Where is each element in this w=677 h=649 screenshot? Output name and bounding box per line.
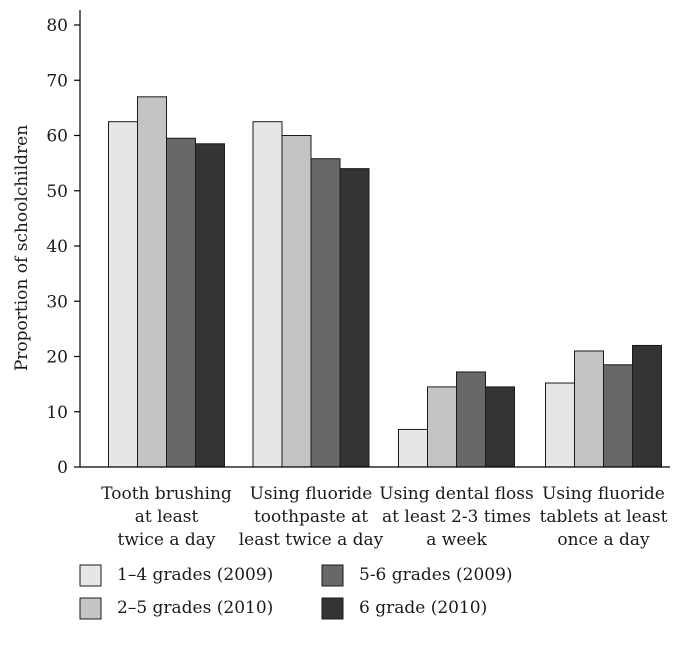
legend-entry-4: 6 grade (2010) [321, 597, 487, 620]
category-label-line: Using fluoride [250, 484, 373, 504]
legend-swatch [79, 564, 102, 587]
bar-4-cat-2 [339, 168, 370, 468]
category-labels: Tooth brushing at least twice a day Using f… [101, 484, 667, 550]
category-label-line: tablets at least [540, 507, 668, 527]
y-tick-label: 70 [46, 71, 68, 91]
y-axis-ticks: 0 10 20 30 40 50 60 70 80 [46, 16, 80, 478]
legend-swatch [79, 597, 102, 620]
bar-1-cat-1 [108, 121, 138, 468]
bar-1-cat-3 [398, 428, 428, 468]
y-tick-label: 50 [46, 182, 68, 202]
bar-1-cat-2 [252, 121, 283, 468]
bar-4-cat-4 [632, 344, 662, 468]
legend-swatch [321, 597, 344, 620]
bar-3-cat-1 [166, 137, 196, 468]
category-label-3: Using dental floss at least 2-3 times a we… [379, 484, 533, 550]
bar-2-cat-4 [574, 350, 604, 468]
y-tick-label: 80 [46, 16, 68, 36]
legend-entry-2: 2–5 grades (2010) [79, 597, 273, 620]
category-label-line: at least [135, 507, 199, 527]
bar-2-cat-2 [281, 135, 312, 468]
axes [79, 10, 670, 468]
legend-entry-1: 1–4 grades (2009) [79, 564, 273, 587]
category-label-line: at least 2-3 times [382, 507, 531, 527]
y-axis-title: Proportion of schoolchildren [12, 125, 32, 371]
legend-swatch [321, 564, 344, 587]
bar-3-cat-3 [456, 371, 486, 468]
bar-2-cat-3 [427, 386, 457, 468]
bar-3-cat-2 [310, 158, 341, 468]
y-tick-label: 10 [46, 403, 68, 423]
bar-3-cat-4 [603, 364, 633, 468]
y-tick-label: 40 [46, 237, 68, 257]
category-label-line: least twice a day [239, 530, 384, 550]
legend-label: 2–5 grades (2010) [117, 598, 273, 618]
y-tick-label: 20 [46, 348, 68, 368]
bar-1-cat-4 [545, 382, 575, 468]
category-label-line: once a day [557, 530, 650, 550]
category-label-line: Using fluoride [542, 484, 665, 504]
legend-label: 6 grade (2010) [359, 598, 487, 618]
bar-4-cat-3 [485, 386, 515, 468]
y-tick-label: 0 [57, 458, 68, 478]
category-label-line: toothpaste at [254, 507, 368, 527]
y-tick-label: 60 [46, 127, 68, 147]
legend-label: 5-6 grades (2009) [359, 565, 513, 585]
category-label-2: Using fluoride toothpaste at least twice a… [239, 484, 384, 550]
category-label-line: Using dental floss [379, 484, 533, 504]
y-tick-label: 30 [46, 292, 68, 312]
legend-entry-3: 5-6 grades (2009) [321, 564, 513, 587]
category-label-4: Using fluoride tablets at least once a day [540, 484, 668, 550]
category-label-line: Tooth brushing [101, 484, 232, 504]
bar-2-cat-1 [137, 96, 167, 468]
legend: 1–4 grades (2009) 2–5 grades (2010) 5-6 gr… [79, 564, 513, 620]
category-label-line: a week [426, 530, 487, 550]
legend-label: 1–4 grades (2009) [117, 565, 273, 585]
category-label-1: Tooth brushing at least twice a day [101, 484, 232, 550]
category-label-line: twice a day [118, 530, 216, 550]
bars [108, 96, 662, 468]
bar-4-cat-1 [195, 143, 225, 468]
